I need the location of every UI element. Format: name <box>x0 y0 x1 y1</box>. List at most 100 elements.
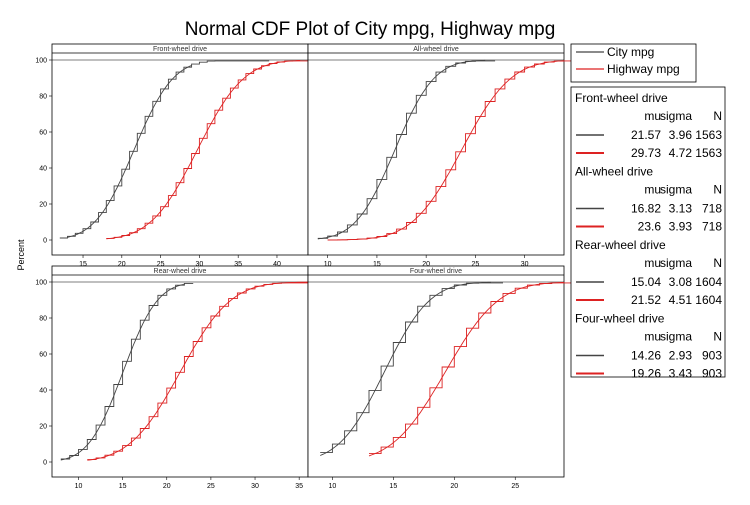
stats-cell: 1563 <box>695 128 722 142</box>
x-tick-label: 35 <box>234 261 242 268</box>
y-tick-label: 60 <box>39 352 47 359</box>
stats-group-title: All-wheel drive <box>575 165 653 179</box>
x-tick-label: 20 <box>450 483 458 490</box>
stats-cell: 21.57 <box>631 128 661 142</box>
x-tick-label: 10 <box>328 483 336 490</box>
stats-cell: 1604 <box>695 293 722 307</box>
fitted-normal-city <box>67 65 192 238</box>
panel-title: Front-wheel drive <box>153 46 207 53</box>
stats-cell: 15.04 <box>631 275 661 289</box>
y-tick-label: 0 <box>43 460 47 467</box>
fitted-normal-city <box>60 283 185 461</box>
stats-col-header: sigma <box>660 109 692 123</box>
fitted-normal-highway <box>87 281 309 461</box>
stats-cell: 903 <box>702 367 722 381</box>
x-tick-label: 25 <box>207 483 215 490</box>
x-tick-label: 10 <box>75 483 83 490</box>
y-tick-label: 80 <box>39 316 47 323</box>
stats-col-header: N <box>713 183 722 197</box>
fitted-normal-highway <box>106 59 301 240</box>
x-tick-label: 25 <box>157 261 165 268</box>
x-tick-label: 15 <box>373 261 381 268</box>
stats-cell: 16.82 <box>631 202 661 216</box>
x-tick-label: 30 <box>521 261 529 268</box>
stats-frame <box>570 86 726 378</box>
stats-cell: 21.52 <box>631 293 661 307</box>
stats-cell: 19.26 <box>631 367 661 381</box>
x-tick-label: 30 <box>251 483 259 490</box>
legend: City mpg Highway mpg <box>570 43 697 83</box>
stats-cell: 3.13 <box>669 202 693 216</box>
y-tick-label: 20 <box>39 202 47 209</box>
y-tick-label: 100 <box>35 280 47 287</box>
stats-cell: 718 <box>702 220 722 234</box>
stats-cell: 3.08 <box>669 275 693 289</box>
legend-label: City mpg <box>607 45 654 59</box>
x-tick-label: 25 <box>511 483 519 490</box>
stats-group-title: Front-wheel drive <box>575 91 668 105</box>
legend-label: Highway mpg <box>607 62 680 76</box>
panel-1: Front-wheel drive 15 20 25 30 35 40 0 20 40 60 80 10… <box>35 43 309 268</box>
stats-cell: 4.51 <box>669 293 693 307</box>
stats-cell: 718 <box>702 202 722 216</box>
x-tick-label: 30 <box>195 261 203 268</box>
x-tick-label: 25 <box>471 261 479 268</box>
stats-col-header: sigma <box>660 256 692 270</box>
panel-title: All-wheel drive <box>413 46 459 53</box>
empirical-step-highway <box>87 282 317 461</box>
fitted-normal-city <box>320 281 491 456</box>
stats-cell: 4.72 <box>669 146 693 160</box>
stats-cell: 1563 <box>695 146 722 160</box>
panel-4: Four-wheel drive 10 15 20 25 <box>307 265 577 490</box>
panel-title: Rear-wheel drive <box>154 268 207 275</box>
x-tick-label: 20 <box>422 261 430 268</box>
x-tick-label: 15 <box>119 483 127 490</box>
panel-frame <box>51 43 309 256</box>
fitted-normal-highway <box>368 281 565 457</box>
x-tick-label: 20 <box>118 261 126 268</box>
stats-cell: 2.93 <box>669 349 693 363</box>
panel-2: All-wheel drive 10 15 20 25 30 <box>307 43 574 268</box>
stats-cell: 14.26 <box>631 349 661 363</box>
stats-col-header: sigma <box>660 330 692 344</box>
stats-group-title: Rear-wheel drive <box>575 238 666 252</box>
y-tick-label: 40 <box>39 388 47 395</box>
y-tick-label: 40 <box>39 166 47 173</box>
legend-frame <box>570 43 697 83</box>
y-axis-label: Percent <box>16 239 26 271</box>
fitted-normal-highway <box>327 60 565 241</box>
stats-group-title: Four-wheel drive <box>575 312 665 326</box>
stats-cell: 29.73 <box>631 146 661 160</box>
stats-cell: 23.6 <box>638 220 662 234</box>
panel-title: Four-wheel drive <box>410 268 462 275</box>
stats-col-header: N <box>713 109 722 123</box>
x-tick-label: 15 <box>79 261 87 268</box>
stats-cell: 3.96 <box>669 128 693 142</box>
x-tick-label: 10 <box>324 261 332 268</box>
y-tick-label: 0 <box>43 238 47 245</box>
x-tick-label: 40 <box>273 261 281 268</box>
panels-layer: Front-wheel drive 15 20 25 30 35 40 0 20 40 60 80 10… <box>35 43 577 490</box>
x-tick-label: 20 <box>163 483 171 490</box>
stats-cell: 3.93 <box>669 220 693 234</box>
stats-cell: 3.43 <box>669 367 693 381</box>
y-tick-label: 80 <box>39 94 47 101</box>
stats-cell: 1604 <box>695 275 722 289</box>
chart-title: Normal CDF Plot of City mpg, Highway mpg <box>185 19 556 40</box>
stats-col-header: N <box>713 256 722 270</box>
stats-col-header: mu <box>644 256 661 270</box>
empirical-step-city <box>320 282 503 454</box>
y-tick-label: 20 <box>39 424 47 431</box>
panel-3: Rear-wheel drive 10 15 20 25 30 35 0 20 40 60 80 100 <box>35 265 317 490</box>
x-tick-label: 15 <box>389 483 397 490</box>
stats-col-header: N <box>713 330 722 344</box>
x-tick-label: 35 <box>295 483 303 490</box>
panel-frame <box>307 265 565 478</box>
fitted-normal-city <box>317 59 486 240</box>
y-tick-label: 60 <box>39 130 47 137</box>
y-tick-label: 100 <box>35 58 47 65</box>
stats-col-header: mu <box>644 109 661 123</box>
